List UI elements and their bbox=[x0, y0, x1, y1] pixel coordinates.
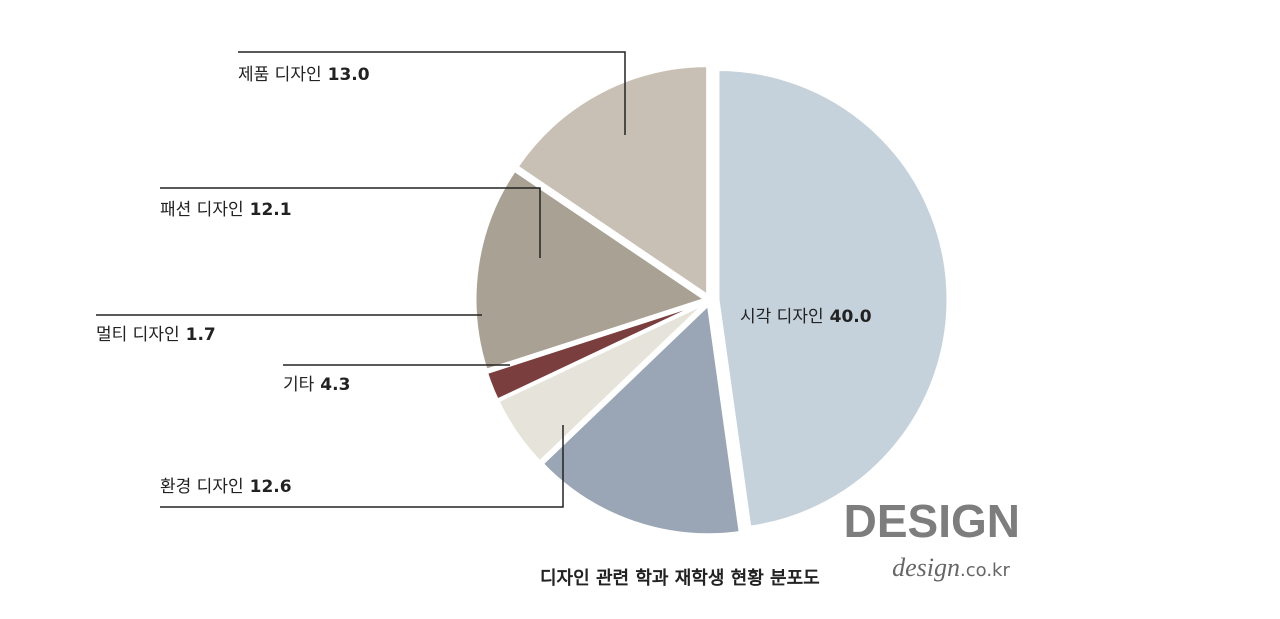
slice-label: 패션 디자인 12.1 bbox=[160, 200, 292, 220]
pie-slice bbox=[540, 301, 742, 537]
category-label: 멀티 디자인 bbox=[96, 325, 180, 345]
slice-label: 제품 디자인 13.0 bbox=[238, 65, 370, 85]
value-label: 1.7 bbox=[186, 325, 216, 345]
value-label: 12.1 bbox=[250, 200, 292, 220]
category-label: 시각 디자인 bbox=[740, 307, 824, 327]
value-label: 40.0 bbox=[830, 307, 872, 327]
value-label: 13.0 bbox=[328, 65, 370, 85]
pie-slice bbox=[484, 300, 706, 403]
category-label: 환경 디자인 bbox=[160, 477, 244, 497]
leader-line bbox=[160, 187, 541, 258]
chart-title: 디자인 관련 학과 재학생 현황 분포도 bbox=[540, 567, 820, 589]
pie-slice bbox=[716, 67, 950, 529]
brand-domain: .co.kr bbox=[960, 560, 1010, 581]
category-label: 제품 디자인 bbox=[238, 65, 322, 85]
category-label: 패션 디자인 bbox=[160, 200, 244, 220]
slice-label: 멀티 디자인 1.7 bbox=[96, 325, 216, 345]
brand: DESIGN bbox=[844, 495, 1020, 547]
leader-line bbox=[238, 51, 626, 135]
leader-line bbox=[160, 425, 564, 508]
pie-slice bbox=[473, 168, 709, 373]
value-label: 12.6 bbox=[250, 477, 292, 497]
slice-label: 환경 디자인 12.6 bbox=[160, 477, 292, 497]
pie-slice bbox=[515, 64, 710, 299]
slice-label: 기타 4.3 bbox=[283, 375, 350, 395]
value-label: 4.3 bbox=[320, 375, 350, 395]
category-label: 기타 bbox=[283, 375, 315, 395]
brand-url: design bbox=[892, 553, 960, 582]
slice-label: 시각 디자인 40.0 bbox=[740, 307, 872, 327]
